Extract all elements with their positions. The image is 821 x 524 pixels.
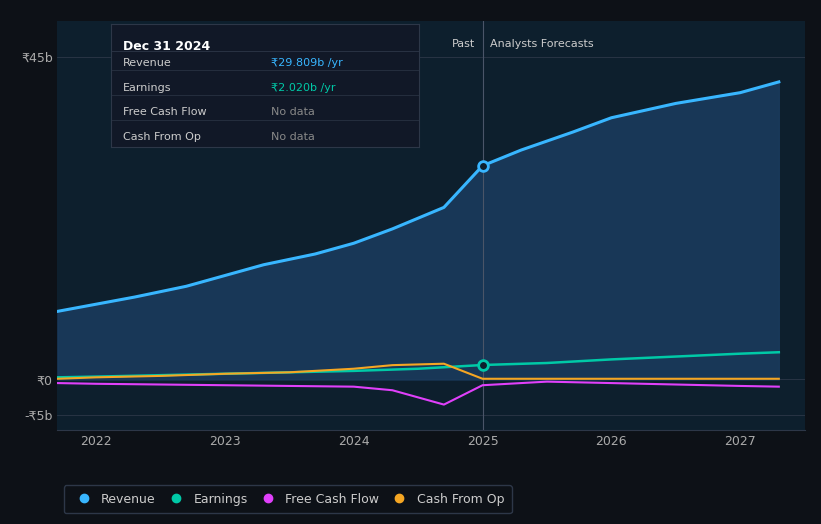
Text: No data: No data xyxy=(271,107,314,117)
Text: Earnings: Earnings xyxy=(123,83,172,93)
Text: Past: Past xyxy=(452,39,475,49)
Text: Cash From Op: Cash From Op xyxy=(123,132,201,142)
Text: Dec 31 2024: Dec 31 2024 xyxy=(123,40,210,52)
Text: Revenue: Revenue xyxy=(123,58,172,68)
Text: ₹2.020b /yr: ₹2.020b /yr xyxy=(271,83,336,93)
Text: Free Cash Flow: Free Cash Flow xyxy=(123,107,207,117)
Text: ₹29.809b /yr: ₹29.809b /yr xyxy=(271,58,342,68)
Legend: Revenue, Earnings, Free Cash Flow, Cash From Op: Revenue, Earnings, Free Cash Flow, Cash … xyxy=(64,485,511,514)
Text: No data: No data xyxy=(271,132,314,142)
Text: Analysts Forecasts: Analysts Forecasts xyxy=(490,39,594,49)
